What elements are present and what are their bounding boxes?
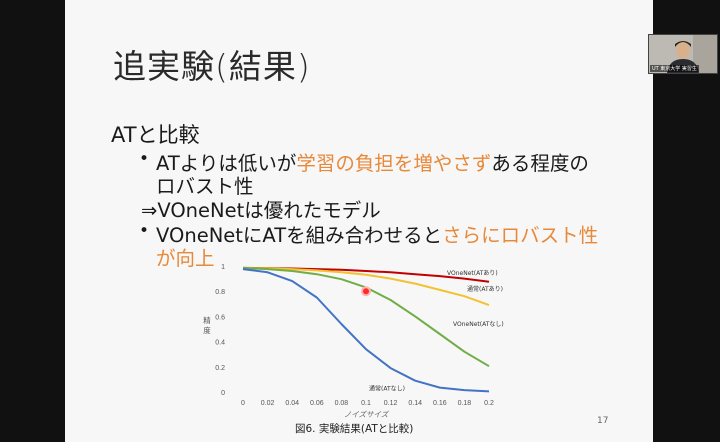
bullet-1-highlight: 学習の負担を増やさず bbox=[296, 152, 492, 175]
series-line bbox=[242, 266, 490, 307]
x-tick-label: 0.06 bbox=[310, 400, 324, 407]
bullet-1-text: ATよりは低いが bbox=[156, 152, 297, 175]
x-tick-label: 0.18 bbox=[458, 400, 472, 407]
y-axis-label-char-2: 度 bbox=[203, 325, 211, 335]
participant-name: UT 東京大学 実習生 bbox=[650, 65, 699, 72]
series-label: 通常(ATなし) bbox=[369, 384, 405, 392]
figure-caption: 図6. 実験結果(ATと比較) bbox=[295, 423, 414, 435]
x-tick-label: 0.12 bbox=[384, 400, 398, 407]
y-tick-label: 0.4 bbox=[215, 340, 225, 347]
y-tick-label: 1 bbox=[221, 264, 225, 271]
bullet-dot: • bbox=[139, 221, 150, 241]
series-line bbox=[242, 266, 490, 368]
x-tick-label: 0.2 bbox=[484, 400, 494, 407]
y-tick-label: 0 bbox=[221, 390, 225, 397]
x-tick-label: 0.02 bbox=[261, 400, 275, 407]
slide-heading: ATと比較 bbox=[111, 123, 200, 147]
x-tick-label: 0.16 bbox=[433, 400, 447, 407]
series-line bbox=[242, 268, 490, 393]
bullet-1-line-1: ATよりは低いが学習の負担を増やさずある程度の bbox=[156, 147, 589, 176]
x-tick-label: 0.14 bbox=[408, 400, 422, 407]
bullet-2-line-2: が向上 bbox=[156, 247, 215, 270]
series-label: VOneNet(ATなし) bbox=[453, 321, 504, 328]
y-tick-label: 0.6 bbox=[215, 314, 225, 321]
presentation-slide: 追実験(結果) ATと比較 • ATよりは低いが学習の負担を増やさずある程度の … bbox=[65, 0, 653, 442]
x-axis-label: ノイズサイズ bbox=[344, 410, 390, 419]
bullet-dot: • bbox=[139, 149, 150, 169]
accuracy-line-chart: 0 0.2 0.4 0.6 0.8 1 0 0.02 0.04 0.06 0.08 0.1 0.12 0.… bbox=[203, 264, 504, 419]
series-label: 通常(ATあり) bbox=[467, 285, 503, 293]
bullet-2-highlight: さらにロバスト性 bbox=[442, 224, 599, 247]
laser-pointer-dot bbox=[361, 286, 371, 297]
series-label: VOneNet(ATあり) bbox=[447, 270, 498, 277]
bullet-2-text: VOneNetにATを組み合わせると bbox=[156, 224, 443, 247]
x-tick-label: 0.08 bbox=[335, 400, 349, 407]
y-axis-label-char-1: 精 bbox=[203, 315, 211, 325]
conclusion-line: ⇒VOneNetは優れたモデル bbox=[141, 199, 381, 222]
x-tick-label: 0 bbox=[241, 400, 245, 407]
x-tick-label: 0.1 bbox=[361, 400, 371, 407]
slide-title: 追実験(結果) bbox=[113, 47, 311, 86]
bullet-1-tail: ある程度の bbox=[491, 152, 589, 175]
y-tick-label: 0.8 bbox=[215, 289, 225, 296]
bullet-2-line-1: VOneNetにATを組み合わせるとさらにロバスト性 bbox=[156, 219, 598, 248]
page-number: 17 bbox=[597, 416, 609, 426]
webcam-thumbnail[interactable]: UT 東京大学 実習生 bbox=[648, 34, 718, 74]
y-tick-label: 0.2 bbox=[215, 365, 225, 372]
x-tick-label: 0.04 bbox=[285, 400, 299, 407]
bullet-1-line-2: ロバスト性 bbox=[156, 175, 254, 198]
